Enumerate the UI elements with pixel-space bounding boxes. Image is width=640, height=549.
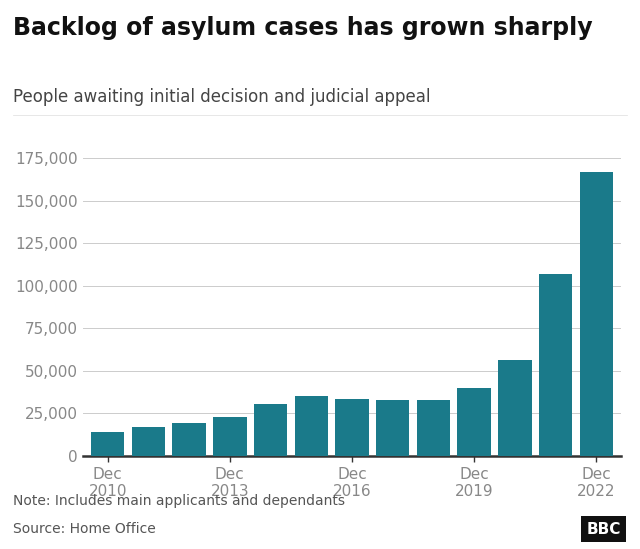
Bar	[335, 399, 369, 456]
Text: Note: Includes main applicants and dependants: Note: Includes main applicants and depen…	[13, 494, 345, 508]
Bar	[458, 388, 491, 456]
Bar	[132, 427, 165, 456]
Text: BBC: BBC	[586, 522, 621, 536]
Bar	[539, 274, 572, 456]
Bar	[376, 400, 410, 456]
Bar	[417, 400, 450, 456]
Bar	[91, 432, 124, 456]
Bar	[213, 417, 246, 456]
Text: Backlog of asylum cases has grown sharply: Backlog of asylum cases has grown sharpl…	[13, 16, 593, 41]
Text: Source: Home Office: Source: Home Office	[13, 522, 156, 536]
Bar	[172, 423, 206, 456]
Bar	[294, 396, 328, 456]
Bar	[254, 404, 287, 456]
Bar	[498, 360, 532, 456]
Bar	[580, 172, 613, 456]
Text: People awaiting initial decision and judicial appeal: People awaiting initial decision and jud…	[13, 88, 430, 106]
